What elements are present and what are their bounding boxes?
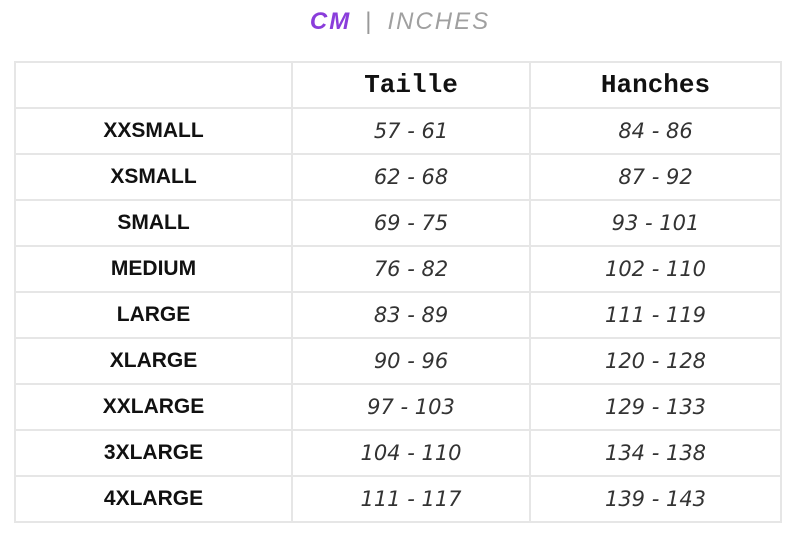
hanches-value: 87 - 92 [529, 153, 782, 201]
taille-value: 104 - 110 [291, 429, 531, 477]
taille-value: 90 - 96 [291, 337, 531, 385]
size-label: XLARGE [14, 337, 293, 385]
table-row: XSMALL 62 - 68 87 - 92 [14, 153, 782, 201]
unit-separator: | [365, 8, 374, 35]
size-label: XXSMALL [14, 107, 293, 155]
hanches-value: 120 - 128 [529, 337, 782, 385]
size-label: 3XLARGE [14, 429, 293, 477]
size-label: XSMALL [14, 153, 293, 201]
table-row: 3XLARGE 104 - 110 134 - 138 [14, 429, 782, 477]
hanches-value: 111 - 119 [529, 291, 782, 339]
unit-inches-button[interactable]: INCHES [387, 8, 491, 35]
table-row: MEDIUM 76 - 82 102 - 110 [14, 245, 782, 293]
size-label: XXLARGE [14, 383, 293, 431]
taille-value: 83 - 89 [291, 291, 531, 339]
hanches-value: 102 - 110 [529, 245, 782, 293]
size-label: 4XLARGE [14, 475, 293, 523]
size-label: LARGE [14, 291, 293, 339]
unit-toggle: CM | INCHES [0, 8, 800, 36]
hanches-value: 139 - 143 [529, 475, 782, 523]
table-header-row: Taille Hanches [14, 61, 782, 109]
hanches-value: 84 - 86 [529, 107, 782, 155]
size-label: MEDIUM [14, 245, 293, 293]
header-taille: Taille [291, 61, 531, 109]
table-row: 4XLARGE 111 - 117 139 - 143 [14, 475, 782, 523]
taille-value: 57 - 61 [291, 107, 531, 155]
taille-value: 69 - 75 [291, 199, 531, 247]
unit-cm-button[interactable]: CM [309, 8, 352, 35]
hanches-value: 134 - 138 [529, 429, 782, 477]
taille-value: 62 - 68 [291, 153, 531, 201]
hanches-value: 93 - 101 [529, 199, 782, 247]
size-label: SMALL [14, 199, 293, 247]
header-hanches: Hanches [529, 61, 782, 109]
table-row: LARGE 83 - 89 111 - 119 [14, 291, 782, 339]
taille-value: 76 - 82 [291, 245, 531, 293]
taille-value: 111 - 117 [291, 475, 531, 523]
header-size [14, 61, 293, 109]
taille-value: 97 - 103 [291, 383, 531, 431]
hanches-value: 129 - 133 [529, 383, 782, 431]
table-row: XXSMALL 57 - 61 84 - 86 [14, 107, 782, 155]
table-row: XLARGE 90 - 96 120 - 128 [14, 337, 782, 385]
table-row: XXLARGE 97 - 103 129 - 133 [14, 383, 782, 431]
size-chart-table: Taille Hanches XXSMALL 57 - 61 84 - 86 XSMA… [14, 61, 782, 523]
table-row: SMALL 69 - 75 93 - 101 [14, 199, 782, 247]
